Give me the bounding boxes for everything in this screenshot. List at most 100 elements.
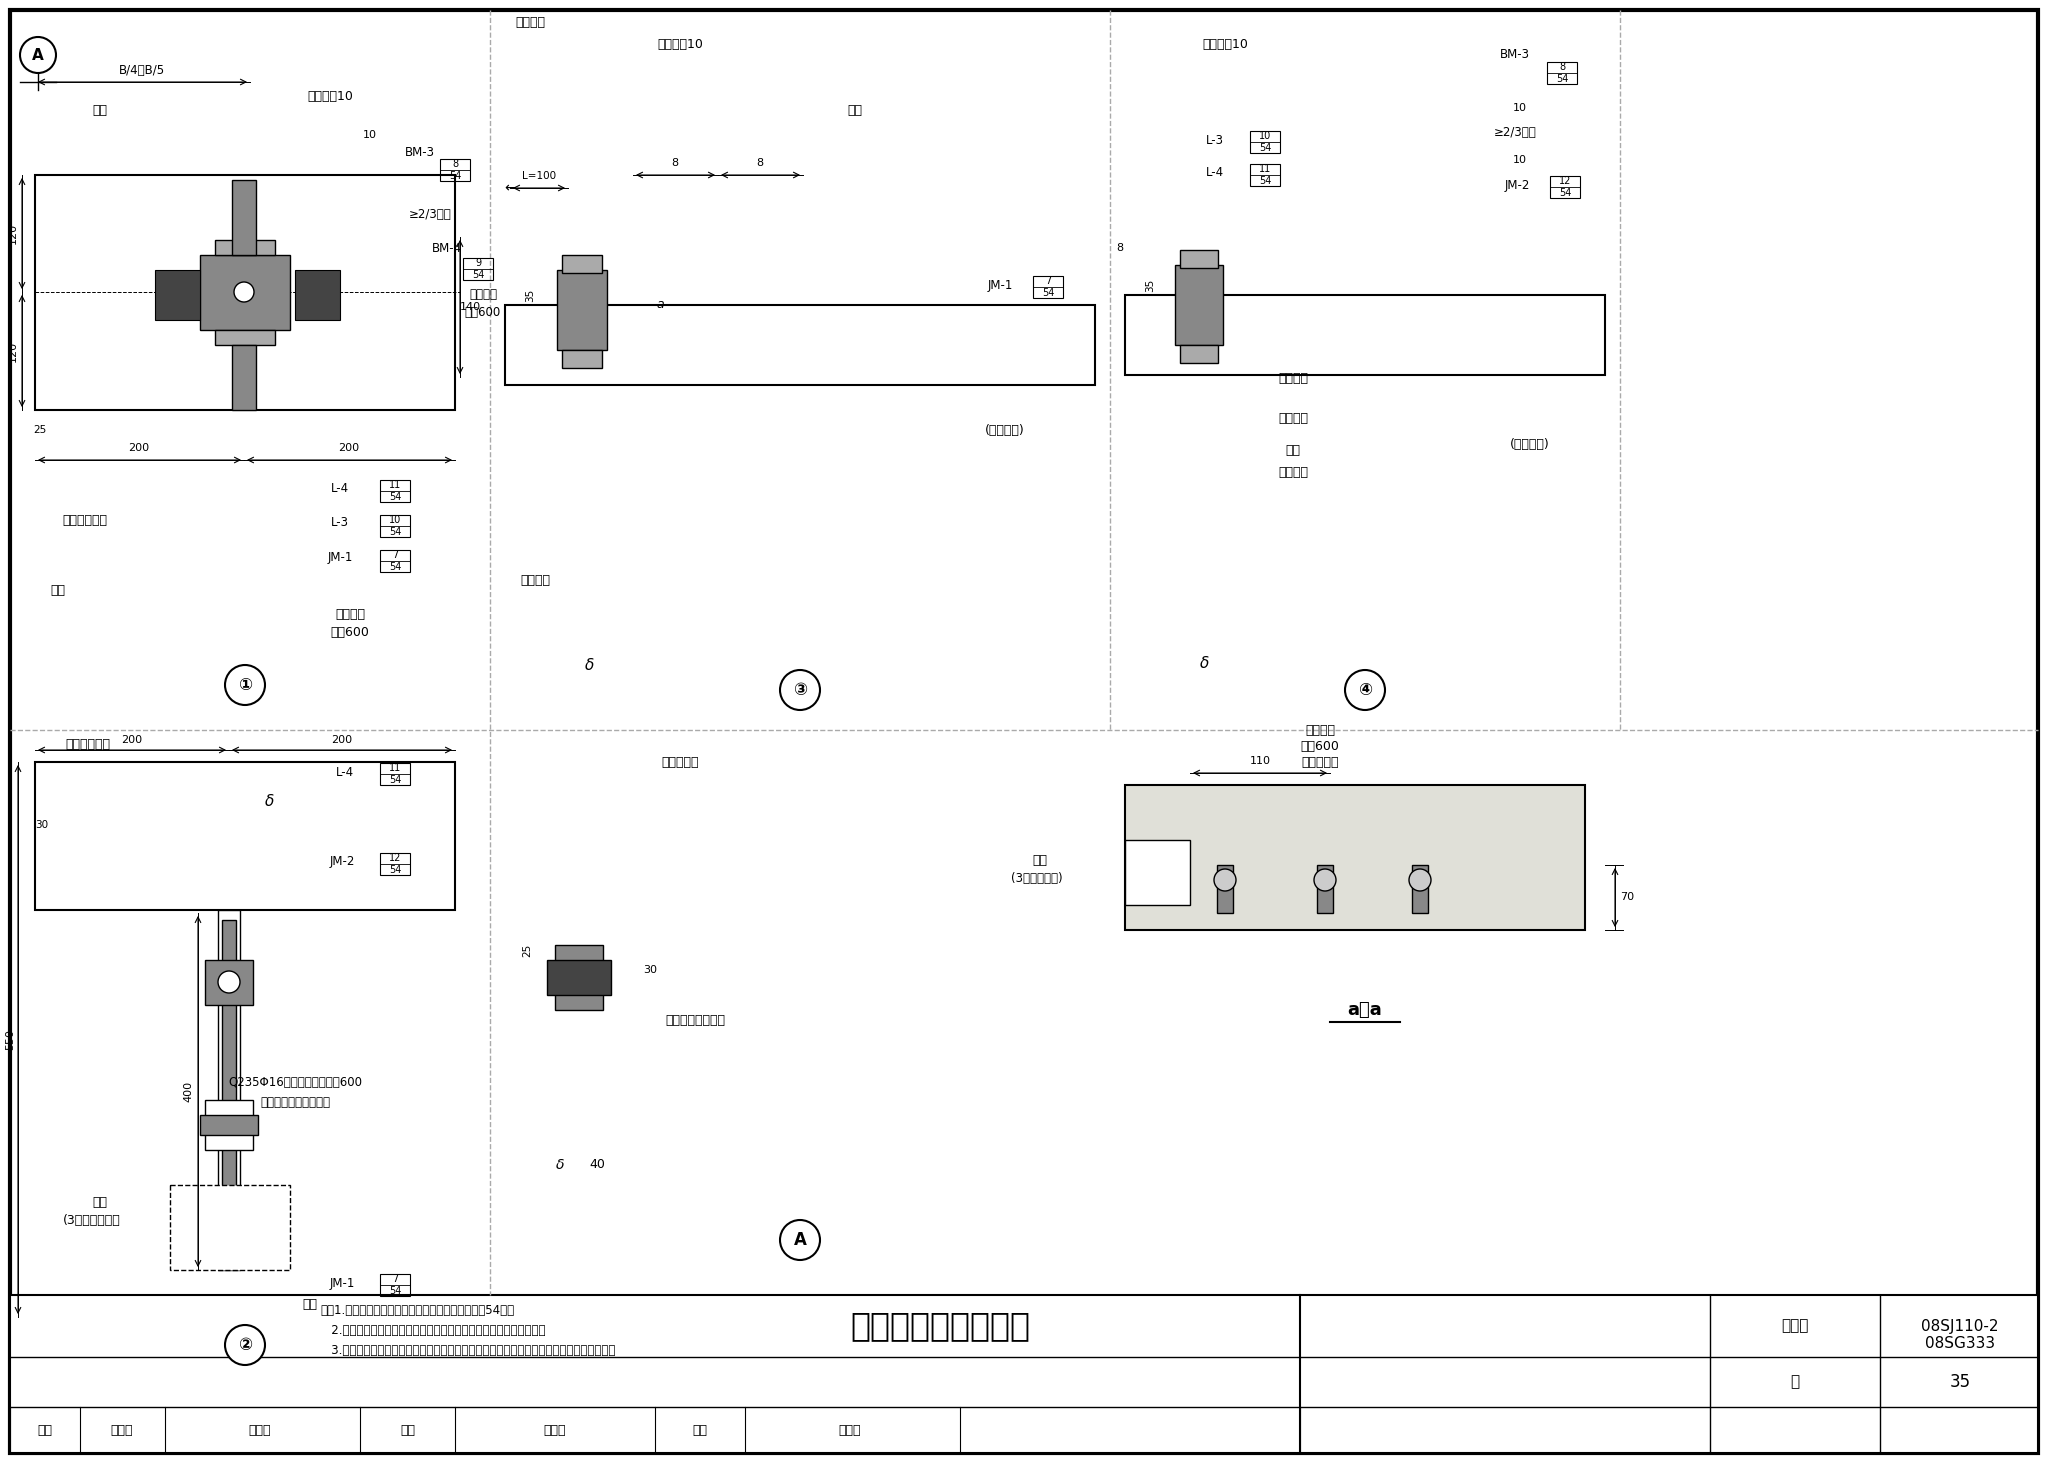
Text: ←: ← [504,181,516,195]
Text: 10: 10 [1513,155,1528,165]
Text: 200: 200 [338,443,360,454]
Text: 54: 54 [389,527,401,537]
Text: 钢筋拉杆: 钢筋拉杆 [469,288,498,301]
Bar [1546,61,1577,83]
Text: ③: ③ [793,680,807,699]
Text: 40: 40 [590,1159,604,1172]
Text: 外墙挂板: 外墙挂板 [514,16,545,28]
Text: 54: 54 [1042,288,1055,298]
Text: 设计: 设计 [692,1423,707,1437]
Text: A: A [33,47,43,63]
Text: 保温材料: 保温材料 [520,573,551,587]
Text: 垫板: 垫板 [848,104,862,117]
Text: 35: 35 [524,288,535,301]
Bar [506,31,573,715]
Text: 预留空隙10: 预留空隙10 [657,38,702,51]
Bar [561,350,602,369]
Bar [217,910,240,1270]
Bar [1124,31,1194,715]
Bar [1180,345,1219,363]
Text: BM-3: BM-3 [406,145,434,158]
Text: BM-4: BM-4 [432,241,463,255]
Text: L-4: L-4 [336,765,354,778]
Text: 9: 9 [475,257,481,268]
Text: 陶梦兰: 陶梦兰 [545,1423,565,1437]
Text: 页: 页 [1790,1375,1800,1390]
Text: 12: 12 [389,853,401,863]
Text: JM-2: JM-2 [1505,178,1530,192]
Text: 护罩: 护罩 [1032,853,1047,866]
Text: δ: δ [266,794,274,809]
Text: (3厚镀锌钢板）: (3厚镀锌钢板） [63,1213,121,1226]
Bar [1249,132,1280,154]
Bar [1124,840,1190,906]
Text: (3厚镀锌钢板): (3厚镀锌钢板) [1012,872,1063,885]
Text: 30: 30 [643,966,657,974]
Bar [1032,277,1063,298]
Bar [35,315,455,410]
Text: 10: 10 [362,130,377,140]
Bar [1217,865,1233,913]
Text: 钢筋拉杆: 钢筋拉杆 [1305,724,1335,736]
Bar [506,751,567,1170]
Text: 气射钉固定: 气射钉固定 [1300,756,1339,770]
Text: 08SJ110-2
08SG333: 08SJ110-2 08SG333 [1921,1318,1999,1352]
Text: 54: 54 [1260,176,1272,186]
Text: 70: 70 [1620,892,1634,903]
Bar [1194,31,1247,715]
Bar [1247,31,1444,715]
Text: (混凝土梁): (混凝土梁) [1509,439,1550,452]
Text: 付春俭: 付春俭 [248,1423,270,1437]
Text: 整间板连接构造示意: 整间板连接构造示意 [850,1309,1030,1343]
Text: 封堵: 封堵 [1286,443,1300,456]
Circle shape [780,670,819,710]
Text: 30: 30 [35,819,49,830]
Bar [557,271,606,350]
Text: A: A [793,1230,807,1249]
Circle shape [20,37,55,73]
Bar [633,31,827,715]
Circle shape [225,1325,264,1365]
Text: 54: 54 [449,171,461,181]
Text: 200: 200 [121,734,143,745]
Text: 层间防火: 层间防火 [1278,411,1309,424]
Bar [1124,296,1606,375]
Text: 10: 10 [389,515,401,525]
Text: BM-3: BM-3 [1499,48,1530,61]
Text: 长度600: 长度600 [465,307,502,319]
Text: 7: 7 [391,550,397,560]
Bar [547,960,610,995]
Text: 护罩: 护罩 [92,1195,106,1208]
Text: 2.图中所标焊缝高度为最小构造要求，焊缝长度根据受力进行设计。: 2.图中所标焊缝高度为最小构造要求，焊缝长度根据受力进行设计。 [319,1324,545,1337]
Text: 注：1.图中预埋件、连接件构造大样要求见本图集第54页。: 注：1.图中预埋件、连接件构造大样要求见本图集第54页。 [319,1304,514,1317]
Text: 11: 11 [389,764,401,772]
Text: 35: 35 [1145,278,1155,291]
Text: 穿筋: 穿筋 [92,104,106,117]
Bar [1180,250,1219,268]
Text: 3.本图节点应根据受力工况计算节点数，若有超重板可通过增加节点数量来满足设计要求。: 3.本图节点应根据受力工况计算节点数，若有超重板可通过增加节点数量来满足设计要求… [319,1343,614,1356]
Bar [623,751,741,1170]
Text: 8: 8 [672,158,678,168]
Bar [506,304,1096,385]
Text: 54: 54 [1260,143,1272,154]
Bar [440,159,469,181]
Text: 岩棉填塞: 岩棉填塞 [1278,372,1309,385]
Bar [1124,296,1606,375]
Text: 8: 8 [756,158,764,168]
Text: 蒋勤俭: 蒋勤俭 [111,1423,133,1437]
Text: JM-1: JM-1 [987,278,1012,291]
Bar [231,180,256,255]
Text: 7: 7 [1044,277,1051,285]
Text: 54: 54 [1559,189,1571,198]
Circle shape [225,666,264,705]
Bar [156,271,201,320]
Text: ≥2/3圆周: ≥2/3圆周 [410,209,451,221]
Text: 140: 140 [459,301,481,312]
Text: 涂刷粘结胶: 涂刷粘结胶 [662,755,698,768]
Text: 110: 110 [1249,756,1270,767]
Bar [221,920,236,1260]
Bar [381,853,410,875]
Text: 校对: 校对 [401,1423,416,1437]
Text: 11: 11 [389,480,401,490]
Text: 54: 54 [471,271,483,279]
